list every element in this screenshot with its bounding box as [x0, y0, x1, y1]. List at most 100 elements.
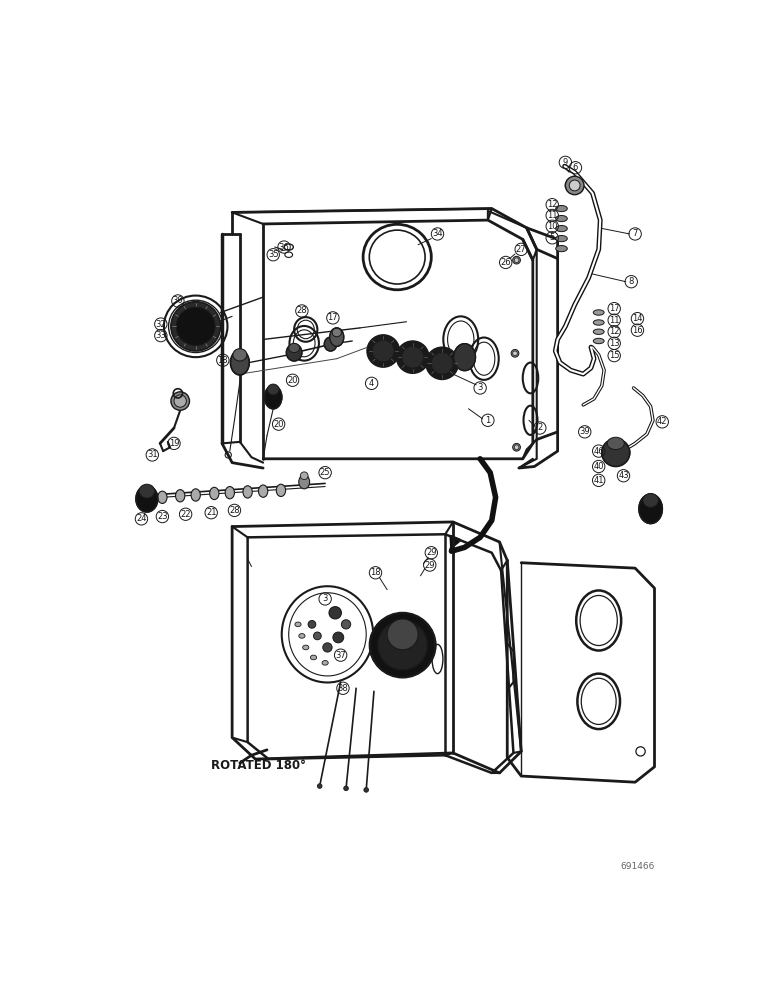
Text: 1: 1 [486, 416, 490, 425]
Ellipse shape [324, 337, 337, 351]
Ellipse shape [310, 655, 317, 660]
Ellipse shape [303, 645, 309, 650]
Ellipse shape [593, 320, 604, 325]
Text: 20: 20 [287, 376, 298, 385]
Circle shape [511, 349, 519, 357]
Circle shape [398, 342, 428, 373]
Text: 43: 43 [618, 471, 629, 480]
Ellipse shape [259, 485, 268, 497]
Text: 15: 15 [609, 351, 619, 360]
Text: 38: 38 [337, 684, 348, 693]
Circle shape [341, 620, 350, 629]
Circle shape [367, 336, 399, 366]
Ellipse shape [295, 622, 301, 627]
Text: 17: 17 [609, 304, 619, 313]
Ellipse shape [608, 437, 625, 450]
Circle shape [370, 613, 435, 677]
Circle shape [514, 445, 519, 450]
Text: 12: 12 [609, 327, 619, 336]
Ellipse shape [243, 486, 252, 498]
Circle shape [323, 643, 332, 652]
Circle shape [402, 346, 424, 368]
Text: 34: 34 [432, 229, 443, 238]
Text: 28: 28 [229, 506, 240, 515]
Ellipse shape [593, 338, 604, 344]
Ellipse shape [139, 484, 154, 498]
Circle shape [513, 351, 517, 356]
Ellipse shape [233, 349, 247, 361]
Circle shape [329, 607, 341, 619]
Text: 16: 16 [632, 326, 643, 335]
Text: 18: 18 [218, 356, 229, 365]
Ellipse shape [265, 386, 282, 409]
Ellipse shape [556, 205, 567, 212]
Circle shape [171, 392, 189, 410]
Text: 42: 42 [657, 417, 668, 426]
Text: 17: 17 [327, 313, 338, 322]
Text: 12: 12 [547, 200, 557, 209]
Text: 35: 35 [268, 250, 279, 259]
Text: 29: 29 [426, 548, 436, 557]
Text: 33: 33 [155, 331, 166, 340]
Text: 27: 27 [516, 245, 527, 254]
Text: 39: 39 [580, 427, 590, 436]
Circle shape [317, 784, 322, 788]
Text: 24: 24 [136, 514, 147, 523]
Ellipse shape [225, 487, 235, 499]
Circle shape [427, 348, 458, 379]
Ellipse shape [322, 661, 328, 665]
Text: 691466: 691466 [620, 862, 655, 871]
Ellipse shape [157, 491, 167, 503]
Ellipse shape [267, 384, 279, 395]
Circle shape [344, 786, 348, 791]
Circle shape [602, 439, 630, 466]
Circle shape [313, 632, 321, 640]
Text: 28: 28 [296, 306, 307, 315]
Text: 41: 41 [594, 476, 604, 485]
Ellipse shape [299, 475, 310, 489]
Circle shape [514, 258, 519, 262]
Text: 10: 10 [547, 222, 557, 231]
Text: 22: 22 [181, 510, 191, 519]
Text: 4: 4 [369, 379, 374, 388]
Text: 11: 11 [609, 316, 619, 325]
Circle shape [378, 620, 428, 670]
Ellipse shape [276, 484, 286, 497]
Text: 31: 31 [147, 450, 157, 459]
Ellipse shape [639, 494, 662, 523]
Circle shape [171, 302, 221, 351]
Circle shape [300, 472, 308, 480]
Text: 25: 25 [320, 468, 330, 477]
Ellipse shape [556, 215, 567, 222]
Circle shape [176, 307, 215, 346]
Text: 32: 32 [155, 320, 166, 329]
Ellipse shape [231, 350, 249, 375]
Text: 18: 18 [371, 568, 381, 577]
Circle shape [333, 632, 344, 643]
Circle shape [387, 619, 418, 650]
Text: 3: 3 [323, 594, 328, 603]
Circle shape [364, 788, 368, 792]
Text: 36: 36 [279, 243, 290, 252]
Ellipse shape [643, 493, 659, 507]
Ellipse shape [593, 310, 604, 315]
Text: 14: 14 [632, 314, 643, 323]
Text: 2: 2 [537, 424, 543, 432]
Text: 26: 26 [500, 258, 511, 267]
Ellipse shape [299, 634, 305, 638]
Ellipse shape [556, 225, 567, 232]
Text: 13: 13 [609, 339, 619, 348]
Text: 21: 21 [206, 508, 216, 517]
Text: 9: 9 [563, 158, 568, 167]
Text: 37: 37 [335, 651, 346, 660]
Text: 3: 3 [477, 383, 482, 392]
Text: 40: 40 [594, 462, 604, 471]
Circle shape [432, 353, 453, 374]
Text: 7: 7 [632, 229, 638, 238]
Ellipse shape [330, 328, 344, 346]
Ellipse shape [286, 344, 302, 361]
Text: 19: 19 [169, 439, 179, 448]
Ellipse shape [191, 489, 201, 501]
Circle shape [372, 340, 394, 362]
Ellipse shape [556, 246, 567, 252]
